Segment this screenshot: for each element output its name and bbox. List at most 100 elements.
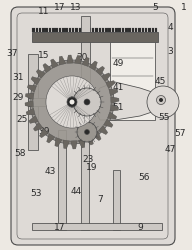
Polygon shape [95, 66, 105, 76]
Bar [49, 28, 51, 32]
Text: 57: 57 [174, 130, 186, 138]
Text: 53: 53 [30, 190, 42, 198]
Text: 44: 44 [70, 188, 82, 196]
Polygon shape [36, 70, 46, 78]
Bar [110, 42, 155, 120]
Circle shape [77, 122, 97, 142]
Text: 45: 45 [154, 78, 166, 86]
Circle shape [70, 100, 74, 104]
Bar [138, 28, 141, 32]
Bar [28, 98, 98, 106]
Polygon shape [110, 104, 119, 111]
Bar [142, 28, 144, 32]
Polygon shape [82, 57, 89, 66]
Bar [132, 28, 134, 32]
Text: 17: 17 [54, 224, 66, 232]
Bar [122, 28, 124, 32]
Bar [85, 28, 88, 32]
Bar [52, 28, 55, 32]
Bar [55, 28, 58, 32]
Text: 3: 3 [167, 48, 173, 56]
Bar [32, 223, 162, 230]
Text: 19: 19 [86, 164, 98, 172]
Polygon shape [85, 136, 93, 145]
Polygon shape [101, 73, 111, 82]
Bar [151, 28, 154, 32]
Bar [108, 28, 111, 32]
Bar [95, 28, 98, 32]
Text: 17: 17 [54, 4, 66, 13]
Polygon shape [111, 97, 119, 103]
Bar [69, 28, 71, 32]
Bar [115, 28, 118, 32]
Bar [105, 28, 108, 32]
Text: 11: 11 [38, 8, 50, 16]
Polygon shape [78, 139, 85, 148]
Bar [118, 28, 121, 32]
Circle shape [156, 96, 166, 104]
Text: 58: 58 [14, 150, 26, 158]
Polygon shape [103, 119, 113, 127]
Circle shape [159, 98, 163, 102]
Circle shape [30, 60, 114, 144]
Circle shape [46, 76, 98, 128]
Polygon shape [97, 82, 158, 120]
Text: 41: 41 [112, 84, 124, 92]
Text: 37: 37 [6, 50, 18, 58]
Polygon shape [26, 108, 35, 115]
Bar [148, 28, 151, 32]
Text: 5: 5 [152, 4, 158, 13]
Polygon shape [29, 116, 38, 123]
Polygon shape [107, 112, 117, 119]
Text: 13: 13 [70, 4, 82, 13]
Circle shape [84, 99, 90, 105]
Bar [92, 28, 94, 32]
Bar [75, 28, 78, 32]
Polygon shape [27, 85, 37, 92]
Bar [80, 42, 89, 120]
Bar [145, 28, 147, 32]
Bar [98, 28, 101, 32]
Bar [155, 28, 157, 32]
Bar [32, 32, 158, 42]
Text: 15: 15 [38, 52, 50, 60]
Bar [80, 16, 89, 32]
Polygon shape [98, 126, 108, 134]
Polygon shape [63, 140, 70, 149]
Text: 4: 4 [167, 24, 173, 32]
Polygon shape [70, 141, 77, 149]
Polygon shape [47, 134, 55, 143]
Text: 43: 43 [44, 168, 56, 176]
Bar [59, 28, 61, 32]
Text: 1: 1 [181, 4, 187, 13]
Polygon shape [109, 89, 118, 96]
Bar [39, 28, 41, 32]
Polygon shape [92, 131, 101, 140]
Bar [89, 28, 91, 32]
Bar [46, 28, 48, 32]
Polygon shape [106, 81, 115, 88]
Bar [81, 122, 89, 230]
Bar [128, 28, 131, 32]
Polygon shape [74, 55, 81, 64]
Bar [32, 28, 35, 32]
Polygon shape [67, 55, 74, 63]
Polygon shape [31, 77, 41, 85]
Polygon shape [89, 61, 97, 70]
Text: 7: 7 [97, 196, 103, 204]
Text: 55: 55 [158, 114, 170, 122]
Bar [62, 28, 65, 32]
Bar [125, 28, 127, 32]
Text: 51: 51 [112, 104, 124, 112]
Bar [135, 28, 137, 32]
Text: 31: 31 [12, 74, 24, 82]
Bar [65, 28, 68, 32]
Polygon shape [39, 128, 49, 138]
FancyBboxPatch shape [11, 7, 175, 245]
Bar [79, 28, 81, 32]
Text: 29: 29 [12, 94, 24, 102]
Polygon shape [59, 56, 66, 65]
Bar [42, 28, 45, 32]
Polygon shape [28, 54, 38, 150]
Bar [113, 170, 120, 230]
